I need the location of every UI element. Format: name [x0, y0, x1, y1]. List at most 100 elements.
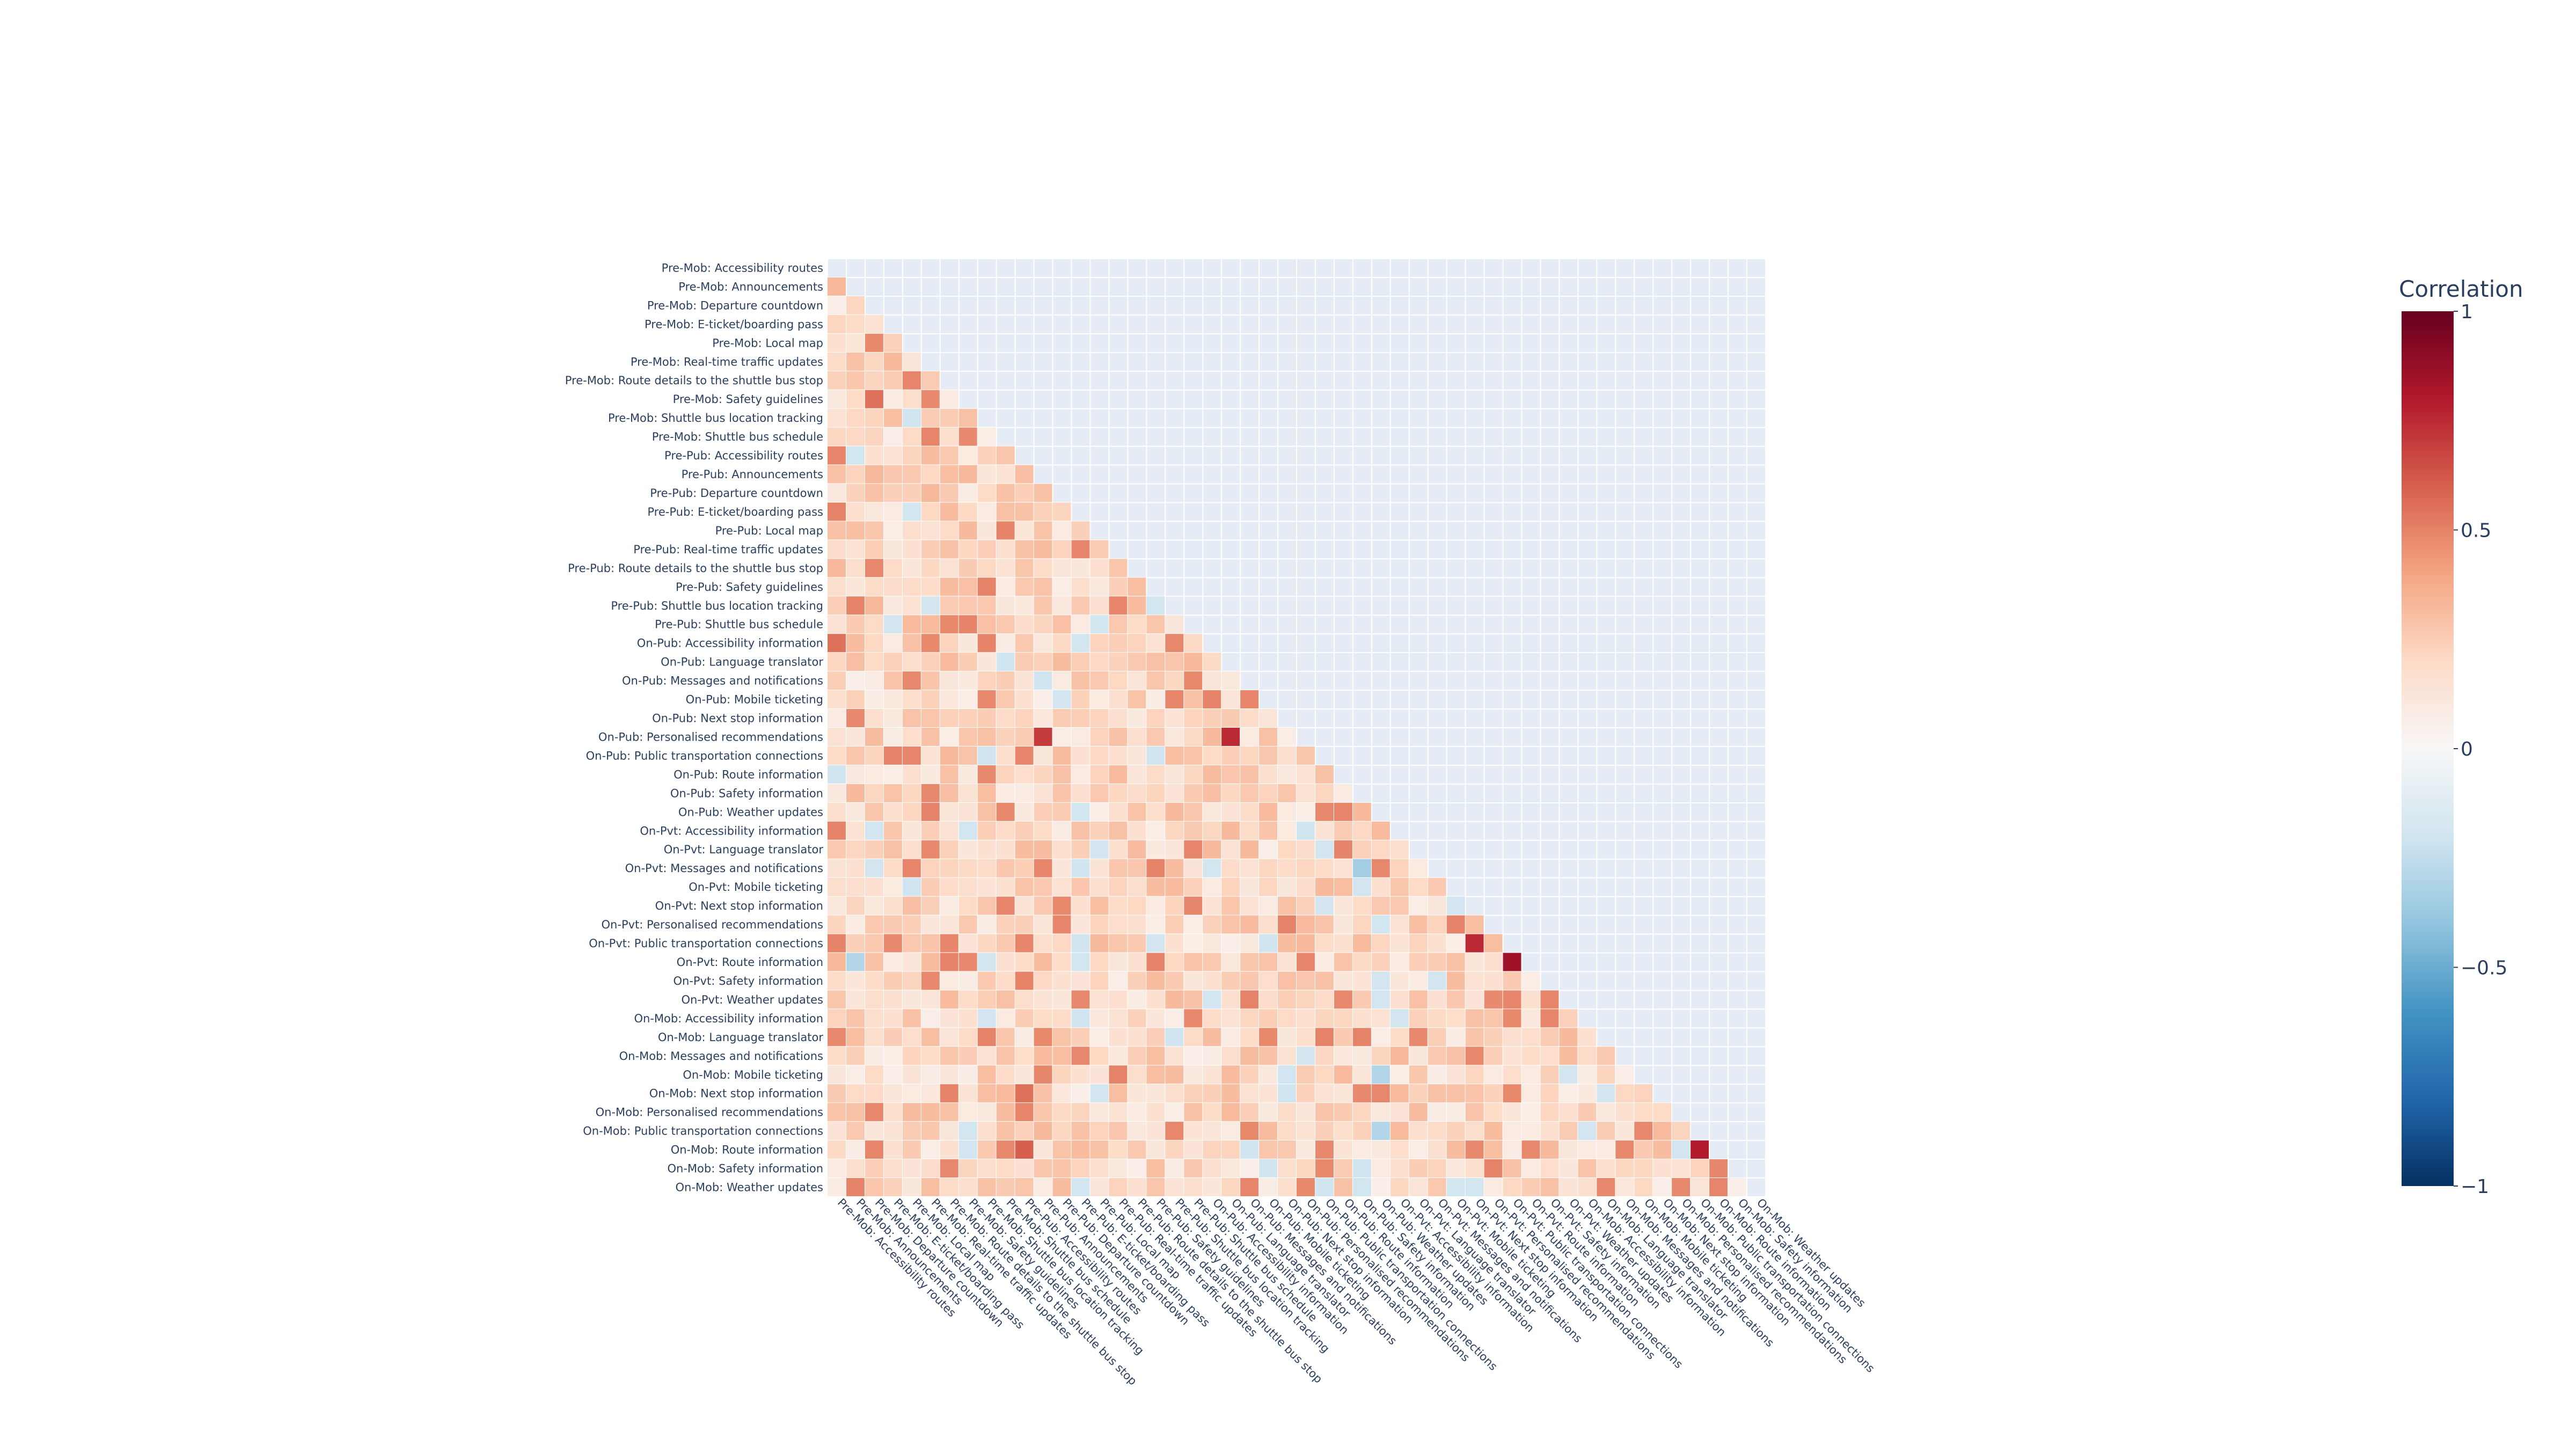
heatmap-cell	[1428, 1084, 1446, 1103]
heatmap-cell	[940, 1028, 958, 1046]
heatmap-cell	[828, 1140, 846, 1159]
heatmap-cell	[828, 314, 846, 333]
heatmap-cell	[1465, 1065, 1484, 1084]
heatmap-cell	[1184, 896, 1203, 915]
heatmap-cell	[1109, 765, 1128, 784]
heatmap-cell	[883, 1065, 902, 1084]
heatmap-cell	[1184, 765, 1203, 784]
heatmap-cell	[828, 859, 846, 877]
heatmap-cell	[1221, 1046, 1240, 1065]
heatmap-cell	[1221, 1103, 1240, 1122]
heatmap-cell	[958, 1046, 977, 1065]
heatmap-cell	[1465, 1103, 1484, 1122]
heatmap-cell	[1446, 1065, 1465, 1084]
heatmap-cell	[1109, 1084, 1128, 1103]
heatmap-cell	[865, 484, 883, 502]
heatmap-cell	[1015, 521, 1034, 540]
heatmap-cell	[1315, 1028, 1334, 1046]
heatmap-cell	[883, 408, 902, 427]
heatmap-cell	[921, 1140, 940, 1159]
heatmap-cell	[1128, 934, 1146, 953]
heatmap-cell	[1034, 859, 1052, 877]
heatmap-cell	[902, 953, 921, 971]
heatmap-cell	[940, 877, 958, 896]
heatmap-cell	[921, 746, 940, 765]
heatmap-cell	[1278, 728, 1296, 746]
heatmap-cell	[1297, 859, 1315, 877]
heatmap-cell	[1128, 653, 1146, 671]
heatmap-cell	[958, 671, 977, 690]
heatmap-cell	[1315, 784, 1334, 802]
heatmap-cell	[846, 502, 865, 521]
heatmap-cell	[921, 728, 940, 746]
heatmap-cell	[865, 352, 883, 371]
y-tick-label: On-Mob: Messages and notifications	[619, 1050, 823, 1063]
heatmap-cell	[958, 690, 977, 709]
heatmap-cell	[1165, 1046, 1184, 1065]
heatmap-cell	[1446, 953, 1465, 971]
heatmap-cell	[1465, 1009, 1484, 1028]
heatmap-cell	[902, 446, 921, 465]
heatmap-cell	[940, 746, 958, 765]
heatmap-cell	[1315, 896, 1334, 915]
heatmap-cell	[1221, 746, 1240, 765]
heatmap-cell	[1109, 1028, 1128, 1046]
heatmap-cell	[1240, 802, 1259, 821]
heatmap-cell	[1540, 1122, 1559, 1140]
heatmap-cell	[1146, 634, 1165, 653]
heatmap-cell	[1015, 1140, 1034, 1159]
heatmap-cell	[1184, 971, 1203, 990]
heatmap-cell	[1203, 653, 1221, 671]
heatmap-cell	[1259, 896, 1278, 915]
heatmap-cell	[1259, 709, 1278, 727]
heatmap-cell	[846, 802, 865, 821]
heatmap-cell	[1034, 877, 1052, 896]
heatmap-cell	[1352, 1178, 1371, 1196]
heatmap-cell	[996, 915, 1015, 934]
heatmap-cell	[940, 559, 958, 577]
heatmap-cell	[977, 446, 996, 465]
heatmap-cell	[996, 1009, 1015, 1028]
heatmap-cell	[1221, 690, 1240, 709]
heatmap-cell	[1146, 671, 1165, 690]
heatmap-cell	[1221, 784, 1240, 802]
heatmap-cell	[958, 784, 977, 802]
heatmap-cell	[1634, 1159, 1653, 1178]
heatmap-cell	[1409, 915, 1428, 934]
heatmap-cell	[1259, 1103, 1278, 1122]
heatmap-cell	[883, 577, 902, 596]
heatmap-cell	[828, 634, 846, 653]
heatmap-cell	[828, 709, 846, 727]
heatmap-cell	[1015, 728, 1034, 746]
heatmap-cell	[865, 634, 883, 653]
heatmap-cell	[996, 1103, 1015, 1122]
heatmap-cell	[883, 540, 902, 559]
heatmap-cell	[1297, 821, 1315, 840]
heatmap-cell	[1259, 859, 1278, 877]
heatmap-cell	[1165, 1178, 1184, 1196]
heatmap-cell	[1109, 1159, 1128, 1178]
heatmap-cell	[1146, 765, 1165, 784]
heatmap-cell	[940, 446, 958, 465]
heatmap-cell	[1052, 877, 1071, 896]
heatmap-cell	[996, 1159, 1015, 1178]
heatmap-cell	[1634, 1122, 1653, 1140]
heatmap-cell	[1240, 971, 1259, 990]
heatmap-cell	[1128, 896, 1146, 915]
heatmap-cell	[1259, 1028, 1278, 1046]
heatmap-cell	[828, 1103, 846, 1122]
heatmap-cell	[1503, 1084, 1521, 1103]
heatmap-cell	[846, 971, 865, 990]
heatmap-cell	[1052, 1046, 1071, 1065]
plot-area	[827, 258, 1766, 1197]
heatmap-cell	[828, 934, 846, 953]
heatmap-cell	[846, 877, 865, 896]
heatmap-cell	[1521, 1028, 1540, 1046]
heatmap-cell	[958, 1103, 977, 1122]
heatmap-cell	[940, 840, 958, 859]
heatmap-cell	[1184, 634, 1203, 653]
heatmap-cell	[1090, 653, 1109, 671]
heatmap-cell	[846, 352, 865, 371]
heatmap-cell	[1465, 1084, 1484, 1103]
heatmap-cell	[1446, 1122, 1465, 1140]
